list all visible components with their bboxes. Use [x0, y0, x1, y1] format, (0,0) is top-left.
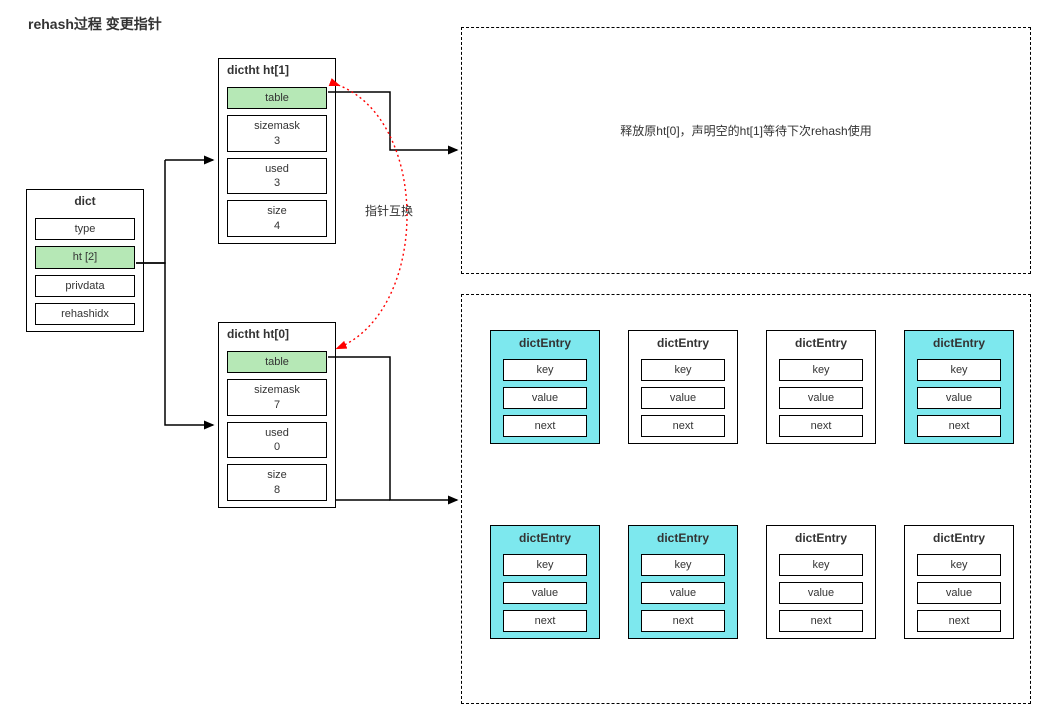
dict-entry: dictEntry key value next — [628, 525, 738, 639]
dict-field-rehashidx: rehashidx — [35, 303, 135, 325]
dict-entry: dictEntry key value next — [904, 330, 1014, 444]
dict-entry: dictEntry key value next — [628, 330, 738, 444]
entry-next: next — [641, 415, 725, 437]
entry-key: key — [779, 554, 863, 576]
entry-title: dictEntry — [629, 526, 737, 548]
ht1-used: used 3 — [227, 158, 327, 195]
ht0-size: size 8 — [227, 464, 327, 501]
entry-key: key — [779, 359, 863, 381]
ht1-table: table — [227, 87, 327, 109]
dict-field-ht: ht [2] — [35, 246, 135, 268]
ht1-box: dictht ht[1] table sizemask 3 used 3 siz… — [218, 58, 336, 244]
release-text: 释放原ht[0]，声明空的ht[1]等待下次rehash使用 — [462, 122, 1030, 139]
entry-title: dictEntry — [491, 331, 599, 353]
entry-key: key — [503, 554, 587, 576]
entry-value: value — [917, 582, 1001, 604]
ht0-used: used 0 — [227, 422, 327, 459]
entry-key: key — [917, 554, 1001, 576]
entry-key: key — [641, 554, 725, 576]
entry-key: key — [917, 359, 1001, 381]
entry-value: value — [917, 387, 1001, 409]
dict-entry: dictEntry key value next — [490, 525, 600, 639]
entry-key: key — [641, 359, 725, 381]
entry-title: dictEntry — [491, 526, 599, 548]
ht0-header: dictht ht[0] — [219, 323, 335, 345]
ht0-table: table — [227, 351, 327, 373]
entry-value: value — [641, 582, 725, 604]
entry-next: next — [779, 415, 863, 437]
ht0-box: dictht ht[0] table sizemask 7 used 0 siz… — [218, 322, 336, 508]
dict-entry: dictEntry key value next — [766, 525, 876, 639]
ht0-sizemask: sizemask 7 — [227, 379, 327, 416]
entry-title: dictEntry — [905, 331, 1013, 353]
entry-next: next — [917, 415, 1001, 437]
ht1-sizemask: sizemask 3 — [227, 115, 327, 152]
entry-next: next — [503, 415, 587, 437]
entry-value: value — [779, 387, 863, 409]
dict-field-privdata: privdata — [35, 275, 135, 297]
dict-entry: dictEntry key value next — [904, 525, 1014, 639]
dict-field-type: type — [35, 218, 135, 240]
ht1-size: size 4 — [227, 200, 327, 237]
entry-key: key — [503, 359, 587, 381]
swap-label: 指针互换 — [365, 202, 413, 219]
entry-value: value — [641, 387, 725, 409]
entry-value: value — [503, 582, 587, 604]
entry-title: dictEntry — [767, 526, 875, 548]
entry-next: next — [641, 610, 725, 632]
entry-title: dictEntry — [767, 331, 875, 353]
dict-header: dict — [27, 190, 143, 212]
dict-entry: dictEntry key value next — [490, 330, 600, 444]
entry-next: next — [917, 610, 1001, 632]
entry-title: dictEntry — [629, 331, 737, 353]
dict-entry: dictEntry key value next — [766, 330, 876, 444]
entry-next: next — [779, 610, 863, 632]
diagram-title: rehash过程 变更指针 — [28, 14, 162, 34]
entry-next: next — [503, 610, 587, 632]
entry-title: dictEntry — [905, 526, 1013, 548]
entry-value: value — [503, 387, 587, 409]
release-panel: 释放原ht[0]，声明空的ht[1]等待下次rehash使用 — [461, 27, 1031, 274]
ht1-header: dictht ht[1] — [219, 59, 335, 81]
entry-value: value — [779, 582, 863, 604]
dict-box: dict type ht [2] privdata rehashidx — [26, 189, 144, 332]
